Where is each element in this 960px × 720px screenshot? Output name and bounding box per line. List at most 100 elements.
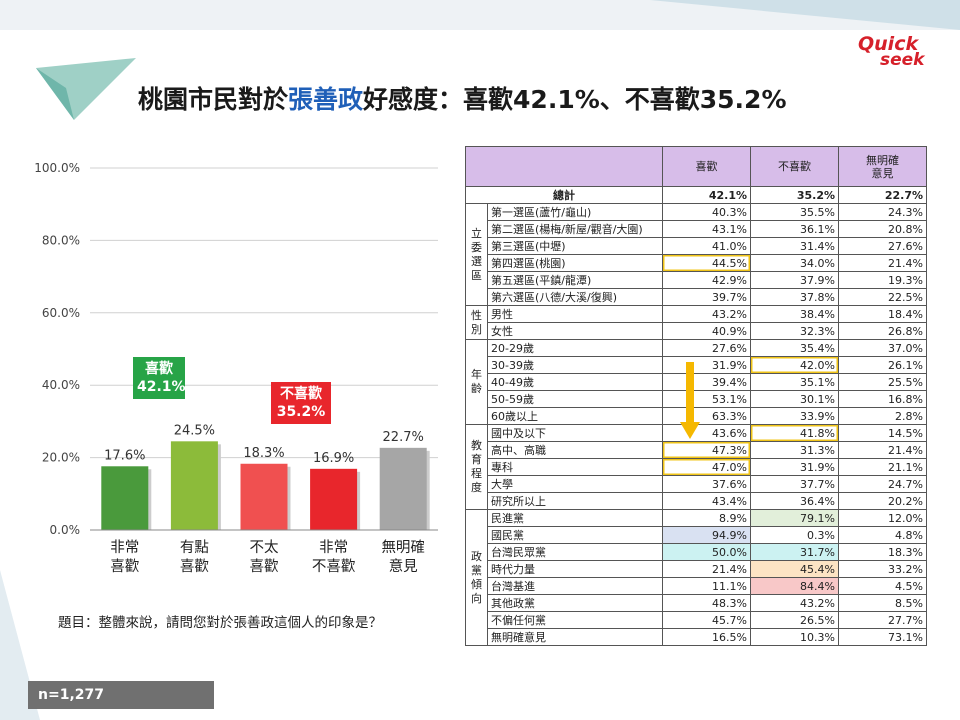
table-cell: 11.1%	[662, 577, 751, 595]
table-cell: 94.9%	[662, 526, 751, 544]
row-label: 研究所以上	[487, 492, 663, 510]
dislike-callout-label: 不喜歡	[280, 386, 322, 402]
table-cell: 45.4%	[750, 560, 839, 578]
table-cell: 35.5%	[750, 203, 839, 221]
table-cell: 21.4%	[838, 441, 927, 459]
table-row: 專科 47.0% 31.9% 21.1%	[466, 458, 927, 476]
table-cell: 37.8%	[750, 288, 839, 306]
row-label: 台灣民眾黨	[487, 543, 663, 561]
table-cell: 24.3%	[838, 203, 927, 221]
row-label: 其他政黨	[487, 594, 663, 612]
table-cell: 10.3%	[750, 628, 839, 646]
survey-question: 題目：整體來說，請問您對於張善政這個人的印象是？	[58, 615, 382, 631]
table-cell: 42.9%	[662, 271, 751, 289]
bar	[310, 468, 358, 530]
table-cell: 38.4%	[750, 305, 839, 323]
table-cell: 73.1%	[838, 628, 927, 646]
table-cell: 4.5%	[838, 577, 927, 595]
table-cell: 16.8%	[838, 390, 927, 408]
table-row: 不偏任何黨 45.7% 26.5% 27.7%	[466, 611, 927, 629]
y-tick-label: 20.0%	[42, 451, 80, 465]
bar	[379, 447, 427, 530]
x-category-label: 非常	[110, 539, 139, 556]
table-cell: 31.9%	[662, 356, 751, 374]
table-cell: 44.5%	[662, 254, 751, 272]
table-cell: 8.9%	[662, 509, 751, 527]
table-cell: 42.0%	[750, 356, 839, 374]
table-cell: 21.4%	[662, 560, 751, 578]
table-row: 性別男性 43.2% 38.4% 18.4%	[465, 305, 927, 340]
table-cell: 18.3%	[838, 543, 927, 561]
column-header: 不喜歡	[750, 146, 839, 187]
table-cell: 20.8%	[838, 220, 927, 238]
dislike-callout-value: 35.2%	[276, 404, 326, 420]
row-label: 60歲以上	[487, 407, 663, 425]
table-cell: 8.5%	[838, 594, 927, 612]
table-cell: 32.3%	[750, 322, 839, 340]
table-cell: 27.6%	[838, 237, 927, 255]
x-category-label: 不喜歡	[312, 558, 356, 575]
table-row: 第二選區(楊梅/新屋/觀音/大園) 43.1% 36.1% 20.8%	[466, 220, 927, 238]
row-label: 第四選區(桃園)	[487, 254, 663, 272]
x-category-label: 無明確	[381, 539, 425, 556]
table-cell: 53.1%	[662, 390, 751, 408]
table-cell: 31.4%	[750, 237, 839, 255]
table-cell: 36.4%	[750, 492, 839, 510]
crosstab-table: 喜歡 不喜歡 無明確 意見 總計 42.1% 35.2% 22.7% 立委選區第一選區(蘆竹/龜…	[465, 146, 927, 646]
table-cell: 30.1%	[750, 390, 839, 408]
table-row: 女性 40.9% 32.3% 26.8%	[466, 322, 927, 340]
x-category-label: 不太	[250, 539, 279, 556]
table-cell: 4.8%	[838, 526, 927, 544]
table-row: 第六選區(八德/大溪/復興) 39.7% 37.8% 22.5%	[466, 288, 927, 306]
table-cell: 12.0%	[838, 509, 927, 527]
x-category-label: 喜歡	[180, 558, 209, 575]
x-category-label: 喜歡	[250, 558, 279, 575]
title-prefix: 桃園市民對於	[138, 85, 289, 114]
table-cell: 63.3%	[662, 407, 751, 425]
row-label: 20-29歲	[487, 339, 663, 357]
table-cell: 21.4%	[838, 254, 927, 272]
table-cell: 37.9%	[750, 271, 839, 289]
table-cell: 0.3%	[750, 526, 839, 544]
table-cell: 31.7%	[750, 543, 839, 561]
group-label: 立委選區	[465, 203, 488, 306]
row-label: 40-49歲	[487, 373, 663, 391]
table-row: 第三選區(中壢) 41.0% 31.4% 27.6%	[466, 237, 927, 255]
bar	[170, 441, 218, 530]
table-cell: 21.1%	[838, 458, 927, 476]
table-row: 第五選區(平鎮/龍潭) 42.9% 37.9% 19.3%	[466, 271, 927, 289]
table-cell: 84.4%	[750, 577, 839, 595]
bar	[240, 463, 288, 530]
like-callout: 喜歡 42.1%	[133, 357, 186, 399]
table-row: 立委選區第一選區(蘆竹/龜山) 40.3% 35.5% 24.3%	[465, 203, 927, 306]
table-cell: 27.6%	[662, 339, 751, 357]
table-cell: 36.1%	[750, 220, 839, 238]
row-label: 國民黨	[487, 526, 663, 544]
bar-value-label: 18.3%	[243, 446, 284, 461]
row-label: 國中及以下	[487, 424, 663, 442]
table-cell: 35.1%	[750, 373, 839, 391]
bar-chart: 0.0%20.0%40.0%60.0%80.0%100.0%17.6%非常喜歡2…	[34, 161, 438, 575]
y-tick-label: 60.0%	[42, 306, 80, 320]
table-total-row: 總計 42.1% 35.2% 22.7%	[465, 186, 927, 204]
row-label: 50-59歲	[487, 390, 663, 408]
table-row: 國民黨 94.9% 0.3% 4.8%	[466, 526, 927, 544]
row-label: 第一選區(蘆竹/龜山)	[487, 203, 663, 221]
group-label: 教育程度	[465, 424, 488, 510]
table-row: 60歲以上 63.3% 33.9% 2.8%	[466, 407, 927, 425]
dislike-callout: 不喜歡 35.2%	[271, 382, 331, 424]
table-cell: 43.4%	[662, 492, 751, 510]
row-label: 時代力量	[487, 560, 663, 578]
table-cell: 47.0%	[662, 458, 751, 476]
table-header-row: 喜歡 不喜歡 無明確 意見	[465, 146, 927, 187]
table-row: 年齡 20-29歲 27.6% 35.4% 37.0%	[465, 339, 927, 425]
row-label: 30-39歲	[487, 356, 663, 374]
table-cell: 25.5%	[838, 373, 927, 391]
x-category-label: 非常	[319, 539, 348, 556]
sample-size: n=1,277	[28, 681, 214, 709]
table-cell: 31.9%	[750, 458, 839, 476]
table-row: 教育程度國中及以下 43.6% 41.8% 14.5%	[465, 424, 927, 510]
bar	[101, 466, 149, 530]
table-cell: 2.8%	[838, 407, 927, 425]
group-label: 性別	[465, 305, 488, 340]
